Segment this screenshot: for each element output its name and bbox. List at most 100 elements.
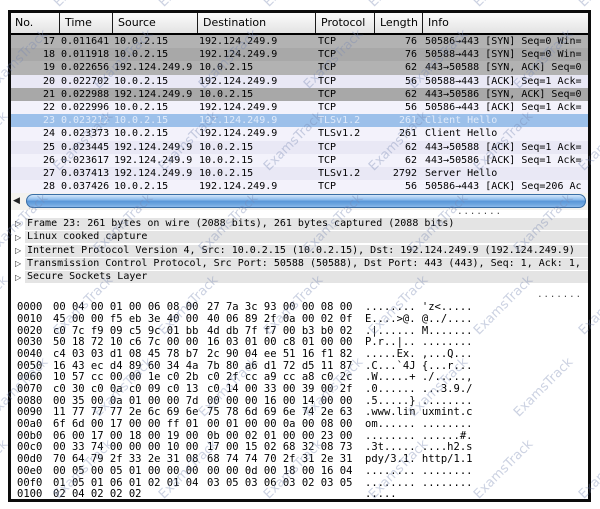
hex-offset: 0000 [17, 301, 43, 314]
hex-ascii: .C...`4J {...r... [365, 359, 473, 372]
expander-triangle-icon[interactable]: ▷ [15, 232, 22, 242]
cell-time: 0.037426 [61, 181, 110, 193]
packet-row[interactable]: 19 0.022656 192.124.249.9 10.0.2.15 TCP … [11, 61, 588, 75]
hex-offset: 00f0 [17, 476, 43, 489]
cell-no: 20 [42, 75, 55, 87]
hex-bytes-left: 6f 6d 00 17 00 00 ff 01 [53, 418, 199, 431]
hex-line[interactable]: 0030 50 18 72 10 c6 7c 00 00 16 03 01 00… [11, 337, 588, 349]
column-header-no[interactable]: No. [15, 16, 34, 29]
expander-triangle-icon[interactable]: ▷ [15, 246, 22, 256]
cell-length: 62 [404, 88, 417, 100]
pane-divider[interactable]: ....... [11, 284, 588, 301]
cell-length: 56 [404, 101, 417, 113]
pane-divider[interactable]: ....... [11, 207, 588, 218]
hex-line[interactable]: 0010 45 00 00 f5 eb 3e 40 00 40 06 89 2f… [11, 312, 588, 326]
packet-row[interactable]: 28 0.037426 10.0.2.15 192.124.249.9 TCP … [11, 180, 588, 194]
cell-no: 25 [42, 141, 55, 153]
hex-line[interactable]: 0070 c0 30 c0 0a c0 09 c0 13 c0 14 00 33… [11, 383, 588, 396]
expander-triangle-icon[interactable]: ▷ [15, 259, 22, 269]
hex-bytes-left: 00 05 00 05 01 00 00 00 [53, 464, 199, 477]
hex-ascii: ........ ........ [365, 476, 473, 489]
cell-info: 443→50586 [SYN, ACK] Seq=0 [425, 88, 582, 100]
cell-info: 50586→443 [ACK] Seq=206 Ac [425, 181, 582, 193]
hex-offset: 00d0 [17, 453, 43, 466]
cell-protocol: TCP [318, 62, 337, 74]
hex-offset: 0020 [17, 324, 43, 337]
hex-line[interactable]: 00a0 6f 6d 00 17 00 00 ff 01 00 01 00 00… [11, 418, 588, 431]
packet-row[interactable]: 25 0.023445 192.124.249.9 10.0.2.15 TCP … [11, 140, 588, 154]
packet-row[interactable]: 21 0.022988 192.124.249.9 10.0.2.15 TCP … [11, 87, 588, 101]
hex-line[interactable]: 0100 02 04 02 02 02 ..... [11, 489, 588, 499]
hex-ascii: P.r..|.. ........ [365, 336, 473, 349]
packet-row[interactable]: 18 0.011918 10.0.2.15 192.124.249.9 TCP … [11, 48, 588, 62]
cell-time: 0.023445 [61, 141, 110, 153]
detail-row[interactable]: ▷ Secure Sockets Layer [11, 271, 588, 284]
hex-bytes-left: 06 00 17 00 18 00 19 00 [53, 429, 199, 442]
detail-text: Secure Sockets Layer [25, 271, 588, 284]
packet-row[interactable]: 20 0.022702 10.0.2.15 192.124.249.9 TCP … [11, 74, 588, 88]
packet-row[interactable]: 22 0.022996 10.0.2.15 192.124.249.9 TCP … [11, 100, 588, 115]
drag-grip-dots[interactable]: ....... [537, 290, 582, 301]
hex-bytes-right [207, 489, 355, 499]
hex-offset: 0050 [17, 359, 43, 372]
cell-info: 50588→443 [SYN] Seq=0 Win= [425, 49, 582, 61]
drag-grip-dots[interactable]: ....... [457, 207, 502, 218]
cell-length: 62 [404, 141, 417, 153]
cell-source: 192.124.249.9 [114, 62, 193, 74]
cell-source: 10.0.2.15 [114, 181, 169, 193]
hex-bytes-left: c0 7c f9 09 c5 9c 01 bb [53, 324, 199, 337]
hex-offset: 0070 [17, 383, 43, 396]
hex-line[interactable]: 0090 11 77 77 77 2e 6c 69 6e 75 78 6d 69… [11, 407, 588, 419]
horizontal-scrollbar-thumb[interactable] [26, 194, 586, 209]
column-header-protocol[interactable]: Protocol [315, 13, 374, 33]
packet-row[interactable]: 26 0.023617 192.124.249.9 10.0.2.15 TCP … [11, 153, 588, 167]
hex-bytes-left: 45 00 00 f5 eb 3e 40 00 [53, 312, 199, 325]
hex-line[interactable]: 00e0 00 05 00 05 01 00 00 00 00 00 0d 00… [11, 464, 588, 478]
detail-row[interactable]: ▷ Linux cooked capture [11, 231, 588, 244]
hex-bytes-right: 7b 80 a6 d1 72 d5 11 87 [207, 359, 353, 372]
cell-time: 0.023373 [61, 128, 110, 140]
cell-destination: 192.124.249.9 [199, 115, 278, 127]
cell-no: 28 [42, 181, 55, 193]
hex-line[interactable]: 0050 16 43 ec d4 89 60 34 4a 7b 80 a6 d1… [11, 359, 588, 373]
hex-line[interactable]: 00c0 00 33 74 00 00 00 10 00 17 00 15 02… [11, 442, 588, 454]
hex-line[interactable]: 0020 c0 7c f9 09 c5 9c 01 bb 4d db 7f f7… [11, 324, 588, 338]
packet-row[interactable]: 27 0.037413 192.124.249.9 10.0.2.15 TLSv… [11, 166, 588, 181]
cell-length: 76 [404, 36, 417, 47]
horizontal-scrollbar[interactable]: ◀ [11, 193, 588, 211]
column-header-time[interactable]: Time [59, 13, 112, 33]
hex-line[interactable]: 0040 c4 03 03 d1 08 45 78 b7 2c 90 04 ee… [11, 348, 588, 361]
hex-offset: 00b0 [17, 429, 43, 442]
column-header-source[interactable]: Source [112, 13, 197, 33]
hex-bytes-left: c0 30 c0 0a c0 09 c0 13 [53, 383, 199, 396]
hex-line[interactable]: 0000 00 04 00 01 00 06 08 00 27 7a 3c 93… [11, 302, 588, 314]
detail-row[interactable]: ▷ Frame 23: 261 bytes on wire (2088 bits… [11, 217, 588, 230]
column-header-destination[interactable]: Destination [197, 13, 315, 33]
cell-protocol: TCP [318, 88, 337, 100]
hex-bytes-right: 00 01 00 00 0a 00 08 00 [207, 418, 353, 431]
scroll-left-arrow-icon[interactable]: ◀ [13, 196, 20, 207]
hex-line[interactable]: 00f0 01 05 01 06 01 02 01 04 03 05 03 06… [11, 476, 588, 490]
cell-protocol: TCP [318, 154, 337, 166]
detail-row[interactable]: ▷ Internet Protocol Version 4, Src: 10.0… [11, 244, 588, 257]
hex-ascii: ........ ........ [365, 464, 473, 477]
hex-ascii: .|...... M....... [365, 324, 473, 337]
packet-row[interactable]: 24 0.023373 10.0.2.15 192.124.249.9 TLSv… [11, 127, 588, 141]
expander-triangle-icon[interactable]: ▷ [15, 219, 22, 229]
column-header-length[interactable]: Length [374, 13, 422, 33]
hex-bytes-right: 68 74 74 70 2f 31 2e 31 [207, 453, 353, 466]
watermark-text: ExamsTrack [576, 0, 600, 10]
cell-destination: 192.124.249.9 [199, 101, 278, 113]
hex-line[interactable]: 0080 00 35 00 0a 01 00 00 7d 00 00 00 16… [11, 395, 588, 408]
hex-line[interactable]: 00b0 06 00 17 00 18 00 19 00 0b 00 02 01… [11, 429, 588, 443]
cell-no: 23 [42, 115, 55, 127]
hex-line[interactable]: 0060 10 57 cc 00 00 1e c0 2b c0 2f cc a9… [11, 372, 588, 384]
hex-line[interactable]: 00d0 70 64 79 2f 33 2e 31 08 68 74 74 70… [11, 453, 588, 466]
column-header-info[interactable]: Info [422, 13, 588, 33]
packet-row[interactable]: 17 0.011641 10.0.2.15 192.124.249.9 TCP … [11, 35, 588, 49]
expander-triangle-icon[interactable]: ▷ [15, 272, 22, 282]
detail-row[interactable]: ▷ Transmission Control Protocol, Src Por… [11, 257, 588, 270]
cell-destination: 192.124.249.9 [199, 181, 278, 193]
packet-row[interactable]: 23 0.023212 10.0.2.15 192.124.249.9 TLSv… [11, 114, 588, 128]
hex-offset: 0030 [17, 336, 43, 349]
